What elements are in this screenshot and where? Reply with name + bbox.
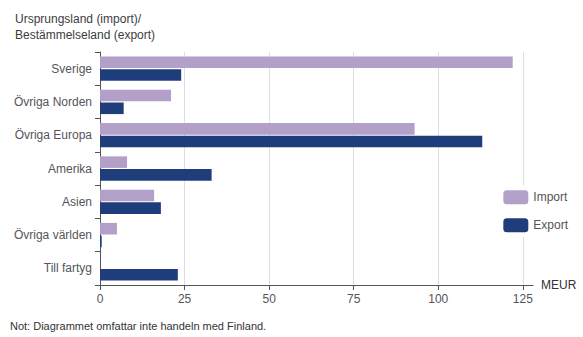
- svg-text:MEUR: MEUR: [541, 278, 577, 292]
- svg-text:50: 50: [262, 292, 276, 306]
- svg-text:100: 100: [428, 292, 448, 306]
- svg-text:Övriga Norden: Övriga Norden: [14, 95, 92, 109]
- svg-text:Bestämmelseland (export): Bestämmelseland (export): [15, 28, 155, 42]
- svg-text:75: 75: [347, 292, 361, 306]
- svg-text:Not: Diagrammet omfattar inte: Not: Diagrammet omfattar inte handeln me…: [10, 320, 266, 332]
- svg-text:Övriga världen: Övriga världen: [14, 228, 92, 242]
- svg-text:125: 125: [513, 292, 533, 306]
- svg-text:0: 0: [97, 292, 104, 306]
- svg-text:Import: Import: [533, 190, 568, 204]
- svg-text:Till fartyg: Till fartyg: [44, 261, 92, 275]
- svg-text:Asien: Asien: [62, 195, 92, 209]
- svg-text:Export: Export: [533, 218, 568, 232]
- svg-text:25: 25: [178, 292, 192, 306]
- svg-text:Amerika: Amerika: [48, 162, 92, 176]
- svg-text:Sverige: Sverige: [51, 62, 92, 76]
- svg-text:Ursprungsland (import)/: Ursprungsland (import)/: [15, 12, 142, 26]
- svg-text:Övriga Europa: Övriga Europa: [15, 128, 93, 142]
